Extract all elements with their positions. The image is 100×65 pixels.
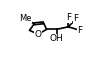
Text: F: F: [66, 13, 71, 22]
Text: F: F: [77, 26, 82, 35]
Text: O: O: [35, 30, 42, 39]
Text: F: F: [74, 14, 79, 23]
Text: Me: Me: [19, 14, 31, 23]
Text: OH: OH: [50, 34, 64, 43]
